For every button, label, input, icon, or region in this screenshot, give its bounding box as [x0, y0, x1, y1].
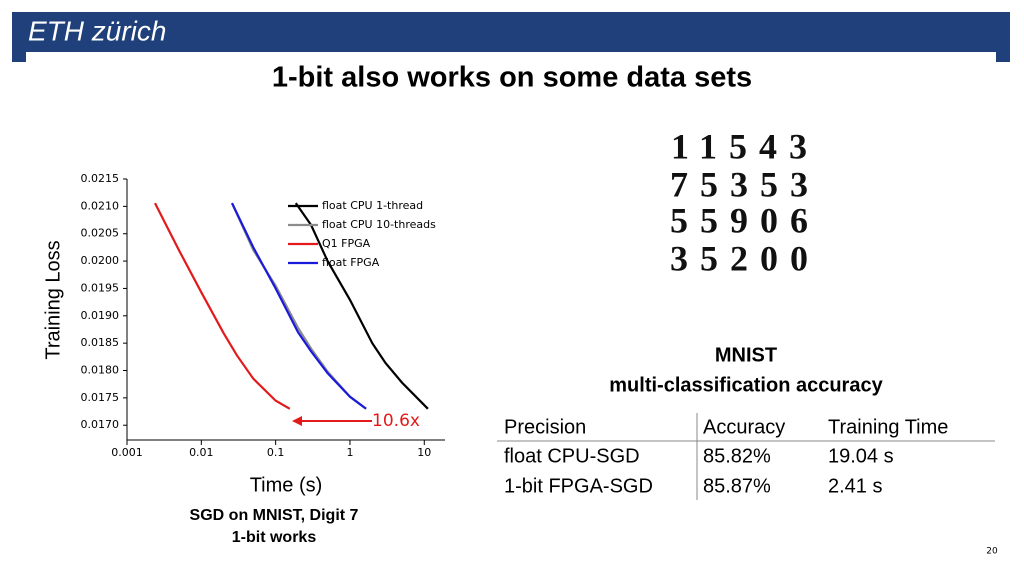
y-tick-label: 0.0210	[81, 199, 120, 212]
y-tick-label: 0.0175	[81, 391, 120, 404]
y-tick-label: 0.0200	[81, 254, 120, 267]
annotation: 10.6x	[372, 411, 420, 431]
y-axis-label: Training Loss	[42, 240, 64, 359]
mnist-image: 11543 75353 55906 35200	[670, 126, 820, 278]
digit-row: 35200	[670, 238, 820, 278]
table-cell: 2.41 s	[828, 475, 882, 497]
y-tick-label: 0.0170	[81, 418, 120, 431]
y-tick-label: 0.0180	[81, 364, 120, 377]
x-tick-label: 10	[417, 446, 431, 459]
table-cell: 19.04 s	[828, 445, 894, 467]
y-tick-label: 0.0195	[81, 281, 120, 294]
legend-label: float CPU 10-threads	[322, 218, 436, 231]
caption: SGD on MNIST, Digit 7	[190, 507, 359, 524]
y-tick-label: 0.0205	[81, 227, 120, 240]
y-tick-label: 0.0215	[81, 172, 120, 185]
x-axis-label: Time (s)	[250, 474, 323, 496]
annotation-arrowhead	[292, 416, 302, 426]
header-bar	[12, 12, 1010, 52]
line	[154, 202, 291, 410]
y-tick-label: 0.0185	[81, 336, 120, 349]
x-tick-label: 0.1	[267, 446, 285, 459]
slide-title: 1-bit also works on some data sets	[272, 62, 752, 94]
table-header: Accuracy	[703, 416, 785, 438]
header-edge	[12, 52, 26, 62]
digit-row: 75353	[670, 164, 820, 204]
line	[294, 202, 429, 410]
caption: 1-bit works	[232, 529, 317, 546]
digit-row: 11543	[671, 126, 819, 166]
legend-label: float CPU 1-thread	[322, 199, 423, 212]
logo: ETH zürich	[28, 15, 166, 46]
table-cell: 85.87%	[703, 475, 771, 497]
table-header: Training Time	[828, 416, 948, 438]
table-cell: float CPU-SGD	[504, 445, 640, 467]
table-header: Precision	[504, 416, 586, 438]
table-title: MNIST	[715, 344, 777, 366]
y-tick-label: 0.0190	[81, 309, 120, 322]
digit-row: 55906	[670, 200, 820, 240]
legend-label: float FPGA	[322, 256, 380, 269]
line	[231, 202, 367, 410]
table-title: multi-classification accuracy	[609, 374, 883, 396]
x-tick-label: 0.01	[189, 446, 214, 459]
table-cell: 1-bit FPGA-SGD	[504, 475, 653, 497]
legend-label: Q1 FPGA	[322, 237, 371, 250]
header-edge	[996, 52, 1010, 62]
x-tick-label: 1	[346, 446, 353, 459]
table-cell: 85.82%	[703, 445, 771, 467]
x-tick-label: 0.001	[111, 446, 143, 459]
page-number: 20	[986, 547, 998, 557]
